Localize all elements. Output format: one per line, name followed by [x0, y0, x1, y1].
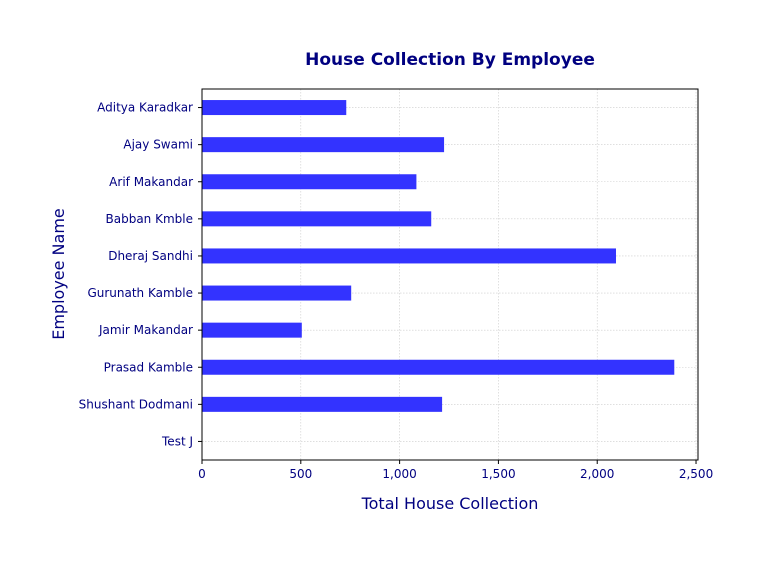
x-tick-label: 1,500	[481, 467, 515, 481]
bars	[202, 100, 675, 412]
y-tick-label: Gurunath Kamble	[87, 286, 193, 300]
x-tick-label: 2,500	[679, 467, 713, 481]
bar	[202, 396, 443, 412]
x-axis-label: Total House Collection	[361, 494, 539, 513]
y-tick-label: Shushant Dodmani	[79, 397, 193, 411]
y-tick-label: Ajay Swami	[123, 138, 193, 152]
x-tick-label: 0	[198, 467, 206, 481]
y-axis-label: Employee Name	[49, 208, 68, 340]
bar	[202, 359, 675, 375]
y-tick-label: Aditya Karadkar	[97, 101, 193, 115]
x-tick-label: 1,000	[382, 467, 416, 481]
bar	[202, 285, 352, 301]
x-tick-label: 500	[289, 467, 312, 481]
y-tick-label: Arif Makandar	[109, 175, 193, 189]
bar	[202, 322, 302, 338]
bar	[202, 100, 347, 116]
x-tick-label: 2,000	[580, 467, 614, 481]
y-axis: Aditya Karadkar Ajay Swami Arif Makandar Ba…	[79, 101, 202, 448]
bar	[202, 248, 616, 264]
y-tick-label: Jamir Makandar	[98, 323, 193, 337]
chart-title: House Collection By Employee	[305, 50, 595, 70]
y-tick-label: Test J	[161, 434, 193, 448]
y-tick-label: Dheraj Sandhi	[108, 249, 193, 263]
plot-frame	[201, 88, 699, 461]
y-tick-label: Babban Kmble	[106, 212, 194, 226]
bar	[202, 174, 417, 190]
bar	[202, 137, 445, 153]
bar	[202, 211, 432, 227]
y-tick-label: Prasad Kamble	[104, 360, 193, 374]
x-axis: 0 500 1,000 1,500 2,000 2,500	[198, 460, 713, 481]
